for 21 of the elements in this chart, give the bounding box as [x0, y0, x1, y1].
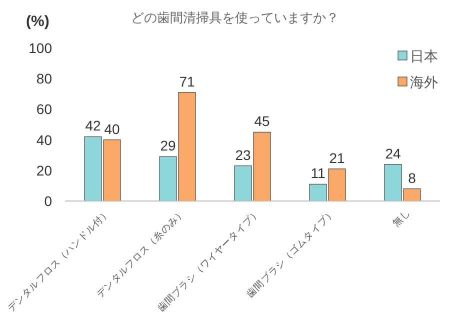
data-label: 11: [310, 165, 326, 182]
data-label: 40: [104, 120, 120, 137]
y-tick-label: 100: [28, 40, 52, 56]
y-tick-label: 80: [36, 70, 52, 87]
legend-label: 海外: [410, 74, 438, 90]
data-label: 24: [385, 145, 401, 162]
data-label: 23: [235, 146, 251, 163]
y-tick-label: 0: [44, 193, 52, 209]
data-label: 21: [329, 150, 345, 166]
data-label: 8: [408, 170, 416, 186]
x-tick-label: 無し: [390, 206, 413, 230]
data-label: 45: [254, 113, 270, 130]
data-label: 29: [160, 138, 176, 154]
y-tick-label: 20: [36, 162, 52, 178]
y-axis-title: (%): [26, 13, 50, 30]
y-tick-label: 60: [36, 101, 52, 118]
data-label: 42: [85, 118, 101, 134]
y-tick-label: 40: [36, 132, 52, 148]
data-label: 71: [179, 73, 195, 90]
chart-title: どの歯間清掃具を使っていますか？: [131, 10, 339, 25]
legend-label: 日本: [410, 48, 438, 64]
